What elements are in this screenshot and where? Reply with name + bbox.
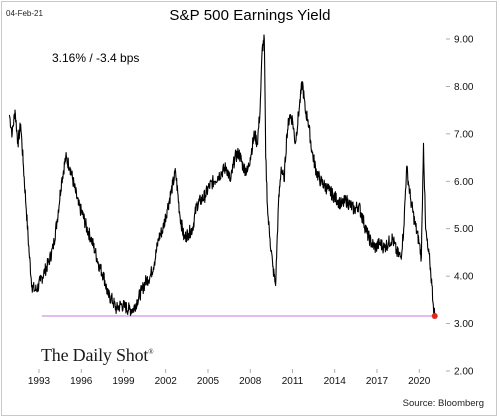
series-line	[8, 34, 436, 317]
y-tick-label: 4.00	[454, 272, 474, 283]
source-note: Source: Bloomberg	[402, 398, 484, 409]
x-axis-ticks: 1993 1996 1999 2002 2005 2008 2011 2014 2017 2020	[28, 369, 431, 387]
x-tick-label: 1993	[28, 376, 51, 387]
x-tick-label: 1999	[112, 376, 135, 387]
x-tick-label: 2014	[324, 376, 347, 387]
x-tick-label: 2002	[155, 376, 178, 387]
y-tick-label: 2.00	[454, 367, 474, 378]
y-tick-label: 8.00	[454, 82, 474, 93]
x-tick-label: 1996	[70, 376, 93, 387]
brand-logo: The Daily Shot®	[41, 345, 154, 366]
y-tick-label: 6.00	[454, 177, 474, 188]
y-tick-label: 7.00	[454, 129, 474, 140]
x-tick-label: 2017	[366, 376, 389, 387]
y-axis-ticks: 2.00 3.00 4.00 5.00 6.00 7.00 8.00 9.00	[446, 35, 474, 378]
chart-title: S&P 500 Earnings Yield	[169, 7, 331, 24]
last-point-marker	[431, 312, 438, 319]
latest-value-readout: 3.16% / -3.4 bps	[52, 51, 140, 65]
x-tick-label: 2020	[408, 376, 431, 387]
y-tick-label: 5.00	[454, 224, 474, 235]
brand-mark: ®	[148, 348, 154, 356]
y-tick-label: 3.00	[454, 319, 474, 330]
x-tick-label: 2011	[282, 376, 304, 387]
date-stamp: 04-Feb-21	[6, 9, 43, 18]
x-tick-label: 2005	[197, 376, 220, 387]
y-tick-label: 9.00	[454, 35, 474, 46]
x-tick-label: 2008	[239, 376, 262, 387]
brand-name: The Daily Shot	[41, 345, 149, 365]
